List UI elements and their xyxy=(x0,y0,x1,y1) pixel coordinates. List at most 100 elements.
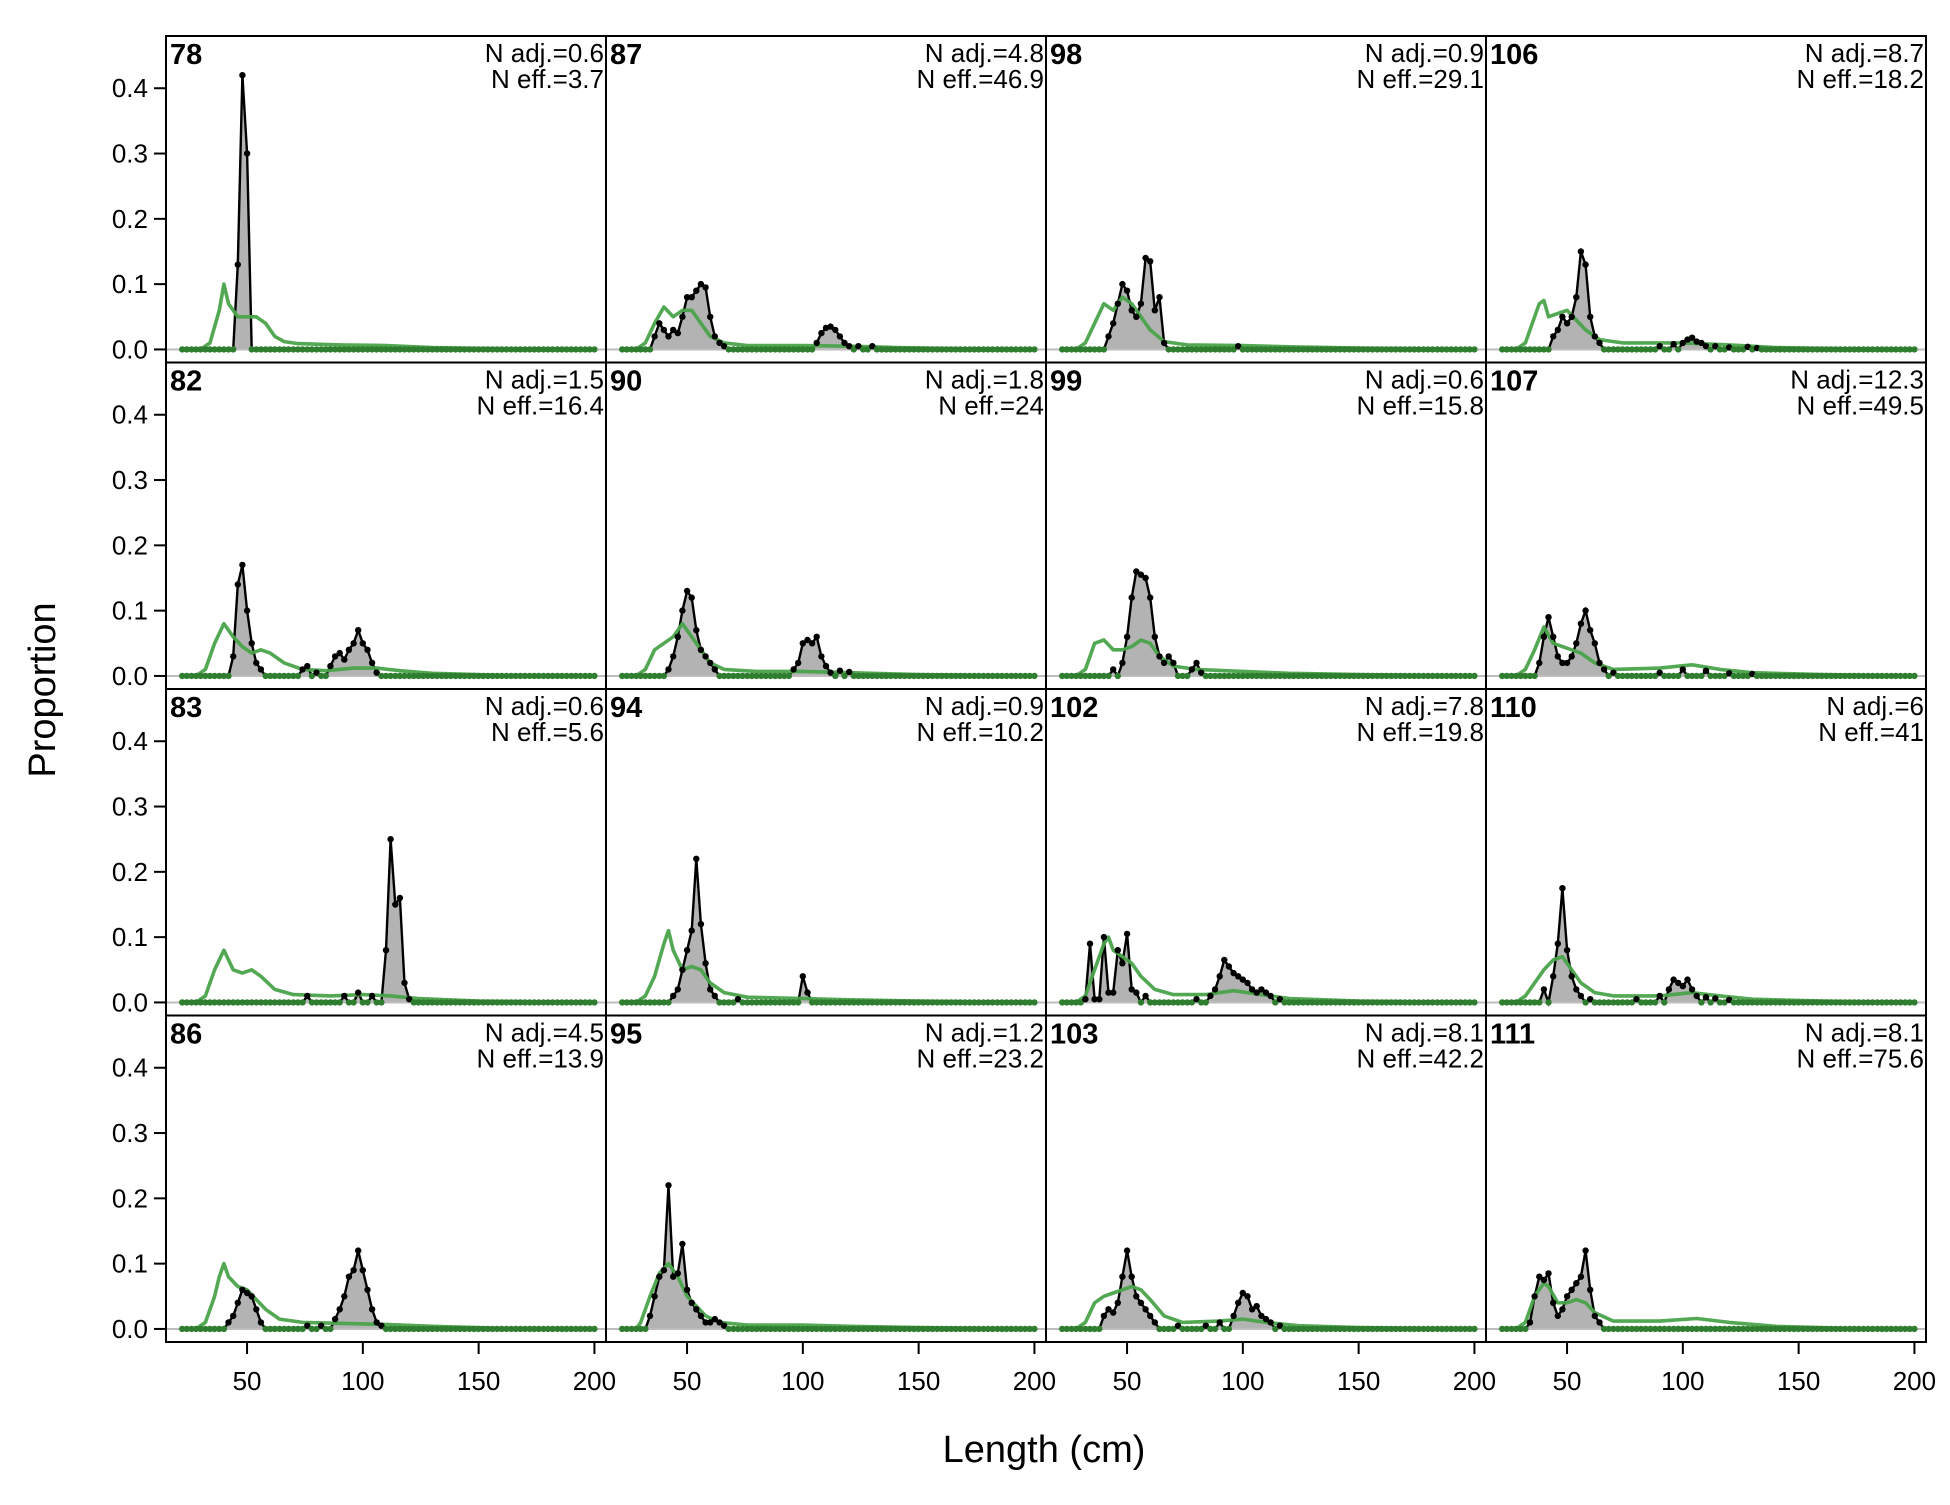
observed-point xyxy=(989,672,996,680)
observed-point xyxy=(934,999,941,1006)
observed-point xyxy=(841,339,848,347)
observed-point xyxy=(1809,999,1816,1006)
observed-point xyxy=(1656,1325,1663,1333)
observed-point xyxy=(526,999,533,1006)
observed-point xyxy=(447,346,454,353)
observed-point xyxy=(1096,1325,1103,1333)
observed-point xyxy=(670,992,677,1000)
observed-point xyxy=(938,1325,945,1333)
expected-line-111 xyxy=(1515,1281,1910,1331)
panel-n-eff-99: N eff.=15.8 xyxy=(1357,391,1484,421)
observed-point xyxy=(1184,1325,1191,1333)
observed-point xyxy=(1577,248,1585,255)
observed-point xyxy=(267,999,274,1006)
observed-point xyxy=(1587,1286,1594,1294)
observed-point xyxy=(1596,339,1603,347)
observed-point xyxy=(410,1325,417,1333)
observed-point xyxy=(1443,672,1450,680)
observed-point xyxy=(368,346,376,353)
observed-point xyxy=(734,672,742,680)
observed-point xyxy=(572,999,580,1006)
observed-point xyxy=(1462,346,1469,353)
observed-point xyxy=(971,1325,978,1333)
observed-point xyxy=(512,1325,519,1333)
observed-point xyxy=(1424,346,1432,353)
observed-point xyxy=(850,1325,857,1333)
panel-n-adj-78: N adj.=0.6 xyxy=(485,38,604,68)
observed-point xyxy=(1415,1325,1423,1333)
observed-point xyxy=(1684,976,1691,983)
observed-point xyxy=(1091,996,1098,1003)
observed-point xyxy=(1665,986,1673,993)
observed-point xyxy=(1207,672,1214,680)
observed-point xyxy=(1017,672,1024,680)
observed-point xyxy=(470,346,478,353)
panel-label-106: 106 xyxy=(1490,39,1538,71)
observed-point xyxy=(822,662,830,670)
observed-point xyxy=(1503,672,1511,680)
observed-point xyxy=(1165,653,1172,660)
observed-point xyxy=(1188,999,1196,1006)
observed-point xyxy=(294,1325,302,1333)
observed-point xyxy=(1397,672,1404,680)
observed-point xyxy=(429,1325,436,1333)
observed-point xyxy=(554,672,561,680)
observed-point xyxy=(234,999,241,1006)
observed-point xyxy=(980,1325,987,1333)
observed-point xyxy=(401,979,408,987)
observed-point xyxy=(1721,1325,1728,1333)
observed-point xyxy=(387,836,394,843)
observed-point xyxy=(378,672,385,680)
y-tick-label: 0.0 xyxy=(112,334,148,364)
observed-point xyxy=(1276,996,1284,1003)
observed-point xyxy=(1841,1325,1849,1333)
observed-point xyxy=(1860,999,1867,1006)
observed-point xyxy=(1874,672,1881,680)
observed-point xyxy=(841,672,848,680)
observed-point xyxy=(1800,1325,1807,1333)
observed-point xyxy=(1624,999,1631,1006)
observed-point xyxy=(1892,672,1900,680)
observed-point xyxy=(1304,672,1311,680)
observed-point xyxy=(396,672,404,680)
observed-point xyxy=(1772,672,1779,680)
observed-point xyxy=(1795,672,1802,680)
observed-point xyxy=(1137,1299,1145,1307)
observed-point xyxy=(832,999,839,1006)
observed-point xyxy=(1281,346,1288,353)
observed-point xyxy=(1906,346,1914,353)
expected-line-99 xyxy=(1075,638,1470,678)
observed-point xyxy=(1147,999,1154,1006)
observed-point xyxy=(318,1322,325,1329)
observed-point xyxy=(1100,933,1108,941)
observed-point xyxy=(1550,1299,1557,1307)
observed-point xyxy=(1128,1273,1135,1280)
observed-point xyxy=(693,627,700,634)
observed-point xyxy=(1281,1325,1288,1333)
observed-point xyxy=(1702,1325,1710,1333)
observed-point xyxy=(1878,346,1886,353)
panel-label-111: 111 xyxy=(1490,1019,1535,1051)
observed-point xyxy=(1123,930,1131,938)
panel-n-adj-106: N adj.=8.7 xyxy=(1805,38,1924,68)
observed-point xyxy=(1355,999,1362,1006)
observed-point xyxy=(832,672,839,680)
observed-point xyxy=(1151,999,1159,1006)
observed-point xyxy=(503,999,510,1006)
observed-point xyxy=(762,346,769,353)
observed-point xyxy=(753,672,760,680)
observed-point xyxy=(1133,989,1140,996)
observed-point xyxy=(952,999,959,1006)
observed-point xyxy=(1383,672,1390,680)
observed-point xyxy=(730,1325,737,1333)
observed-point xyxy=(1438,999,1446,1006)
observed-point xyxy=(1299,346,1307,353)
observed-point xyxy=(1512,999,1520,1006)
observed-point xyxy=(1735,346,1742,353)
observed-point xyxy=(813,633,820,640)
observed-point xyxy=(1730,672,1738,680)
observed-point xyxy=(1059,1325,1066,1333)
observed-point xyxy=(1411,672,1418,680)
observed-point xyxy=(1346,1325,1353,1333)
observed-point xyxy=(915,672,922,680)
